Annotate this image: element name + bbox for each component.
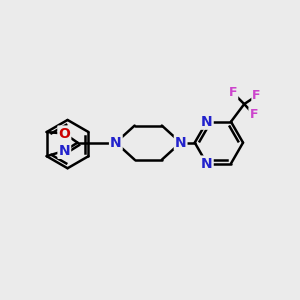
Text: N: N (175, 136, 186, 150)
Text: N: N (201, 157, 213, 170)
Text: F: F (249, 108, 258, 121)
Text: F: F (229, 86, 237, 99)
Text: O: O (58, 127, 70, 140)
Text: N: N (110, 136, 122, 150)
Text: N: N (201, 115, 213, 129)
Text: N: N (58, 144, 70, 158)
Text: F: F (252, 89, 261, 102)
